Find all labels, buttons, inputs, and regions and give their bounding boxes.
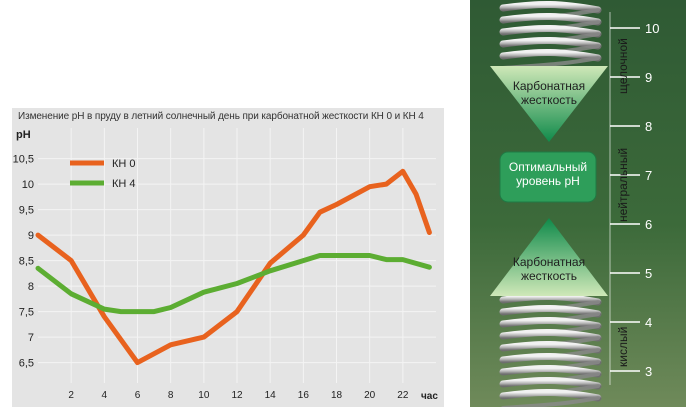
spring-coil bbox=[499, 25, 602, 38]
y-tick-label: 9,5 bbox=[19, 205, 34, 217]
x-tick-label: 18 bbox=[331, 390, 343, 401]
y-tick-label: 8 bbox=[28, 281, 34, 293]
bottom-spring bbox=[499, 293, 602, 407]
optimal-box bbox=[499, 151, 597, 203]
spring-coil bbox=[499, 329, 602, 342]
spring-coil bbox=[499, 389, 602, 402]
x-tick-label: 22 bbox=[397, 390, 409, 401]
y-tick-label: 7,5 bbox=[19, 307, 34, 319]
series-line-kh0 bbox=[35, 168, 432, 366]
scale-tick-label: 4 bbox=[645, 315, 652, 330]
legend-label-kh4: КН 4 bbox=[112, 178, 136, 190]
spring-coil bbox=[499, 13, 602, 26]
spring-coil bbox=[499, 365, 602, 378]
optimal-ph-label: Оптимальный уровень рН bbox=[500, 160, 596, 188]
bottom-triangle-line2: жесткость bbox=[520, 269, 577, 283]
bottom-triangle-label: Карбонатная жесткость bbox=[490, 255, 608, 283]
scale-tick-label: 7 bbox=[645, 168, 652, 183]
x-axis-title: час bbox=[421, 391, 438, 402]
y-tick-label: 9 bbox=[28, 230, 34, 242]
x-tick-label: 16 bbox=[298, 390, 310, 401]
scale-tick-label: 3 bbox=[645, 364, 652, 379]
x-tick-label: 10 bbox=[198, 390, 210, 401]
spring-coil bbox=[499, 293, 602, 306]
top-triangle-line2: жесткость bbox=[520, 93, 577, 107]
top-triangle-line1: Карбонатная bbox=[512, 79, 586, 93]
spring-coil bbox=[499, 305, 602, 318]
y-tick-label: 8,5 bbox=[19, 256, 34, 268]
x-tick-label: 4 bbox=[102, 390, 108, 401]
y-tick-label: 10 bbox=[22, 179, 34, 191]
y-tick-label: 7 bbox=[28, 332, 34, 344]
chart-title: Изменение pH в пруду в летний солнечный … bbox=[18, 111, 424, 122]
bottom-triangle bbox=[490, 218, 608, 296]
x-tick-label: 14 bbox=[265, 390, 277, 401]
zone-neutral: нейтральный bbox=[616, 147, 630, 222]
spring-coil bbox=[499, 341, 602, 354]
top-spring bbox=[499, 1, 602, 70]
scale-tick-label: 10 bbox=[645, 21, 659, 36]
y-tick-label: 6,5 bbox=[19, 358, 34, 370]
scale-tick-label: 8 bbox=[645, 119, 652, 134]
series-line-kh4 bbox=[35, 253, 432, 315]
y-tick-label: 10,5 bbox=[13, 154, 34, 166]
x-tick-label: 2 bbox=[68, 390, 74, 401]
zone-acidic: кислый bbox=[616, 326, 630, 367]
scale-tick-label: 6 bbox=[645, 217, 652, 232]
optimal-line1: Оптимальный bbox=[508, 160, 588, 174]
top-triangle bbox=[490, 66, 608, 142]
x-tick-label: 8 bbox=[168, 390, 174, 401]
x-tick-label: 6 bbox=[135, 390, 141, 401]
legend-label-kh0: КН 0 bbox=[112, 158, 136, 170]
x-tick-label: 20 bbox=[364, 390, 376, 401]
x-tick-label: 12 bbox=[231, 390, 243, 401]
scale-tick-label: 5 bbox=[645, 266, 652, 281]
spring-coil bbox=[499, 37, 602, 50]
optimal-line2: уровень рН bbox=[516, 174, 580, 188]
spring-coil bbox=[499, 317, 602, 330]
scale-tick-label: 9 bbox=[645, 70, 652, 85]
spring-coil bbox=[499, 377, 602, 390]
spring-coil bbox=[499, 1, 602, 14]
y-axis-title: pH bbox=[16, 129, 31, 141]
spring-coil-back bbox=[501, 396, 600, 407]
zone-alkaline: щелочной bbox=[616, 38, 630, 94]
bottom-triangle-line1: Карбонатная bbox=[512, 255, 586, 269]
spring-coil bbox=[499, 353, 602, 366]
top-triangle-label: Карбонатная жесткость bbox=[490, 79, 608, 107]
spring-coil bbox=[499, 49, 602, 62]
